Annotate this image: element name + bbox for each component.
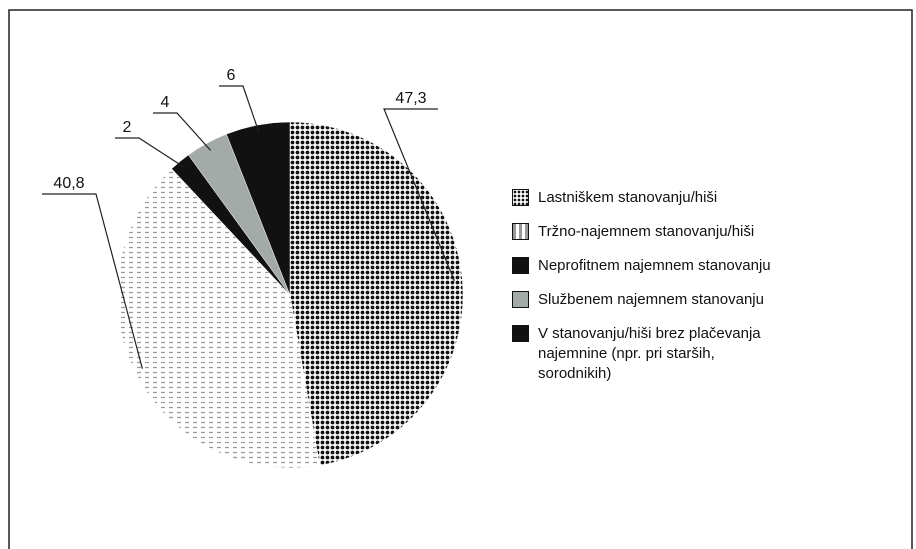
pie-slice	[226, 121, 291, 296]
data-label: 4	[161, 94, 170, 111]
leader-line	[219, 85, 260, 134]
legend-item: V stanovanju/hiši brez plačevanja najemn…	[512, 324, 774, 384]
legend-swatch	[512, 325, 529, 342]
legend-item: Lastniškem stanovanju/hiši	[512, 188, 774, 208]
legend-item: Službenem najemnem stanovanju	[512, 290, 774, 310]
frame	[8, 9, 913, 549]
leader-line	[383, 108, 455, 282]
legend-item: Tržno-najemnem stanovanju/hiši	[512, 222, 774, 242]
leader-line	[153, 112, 212, 151]
data-label: 40,8	[53, 175, 84, 192]
leader-line	[42, 193, 143, 369]
legend-label: Tržno-najemnem stanovanju/hiši	[538, 223, 755, 240]
pie-slice	[116, 168, 321, 469]
legend-label: V stanovanju/hiši brez plačevanja najemn…	[538, 325, 761, 382]
data-label: 2	[123, 119, 132, 136]
legend: Lastniškem stanovanju/hiši Tržno-najemnem…	[512, 188, 774, 398]
legend-swatch	[512, 189, 529, 206]
legend-swatch	[512, 257, 529, 274]
legend-label: Lastniškem stanovanju/hiši	[538, 189, 718, 206]
legend-item: Neprofitnem najemnem stanovanju	[512, 256, 774, 276]
data-label: 6	[227, 67, 236, 84]
legend-label: Službenem najemnem stanovanju	[538, 291, 764, 308]
leader-line	[115, 137, 186, 169]
legend-label: Neprofitnem najemnem stanovanju	[538, 257, 771, 274]
legend-swatch	[512, 291, 529, 308]
legend-swatch	[512, 223, 529, 240]
data-label: 47,3	[395, 90, 426, 107]
pie-slice	[289, 121, 464, 466]
